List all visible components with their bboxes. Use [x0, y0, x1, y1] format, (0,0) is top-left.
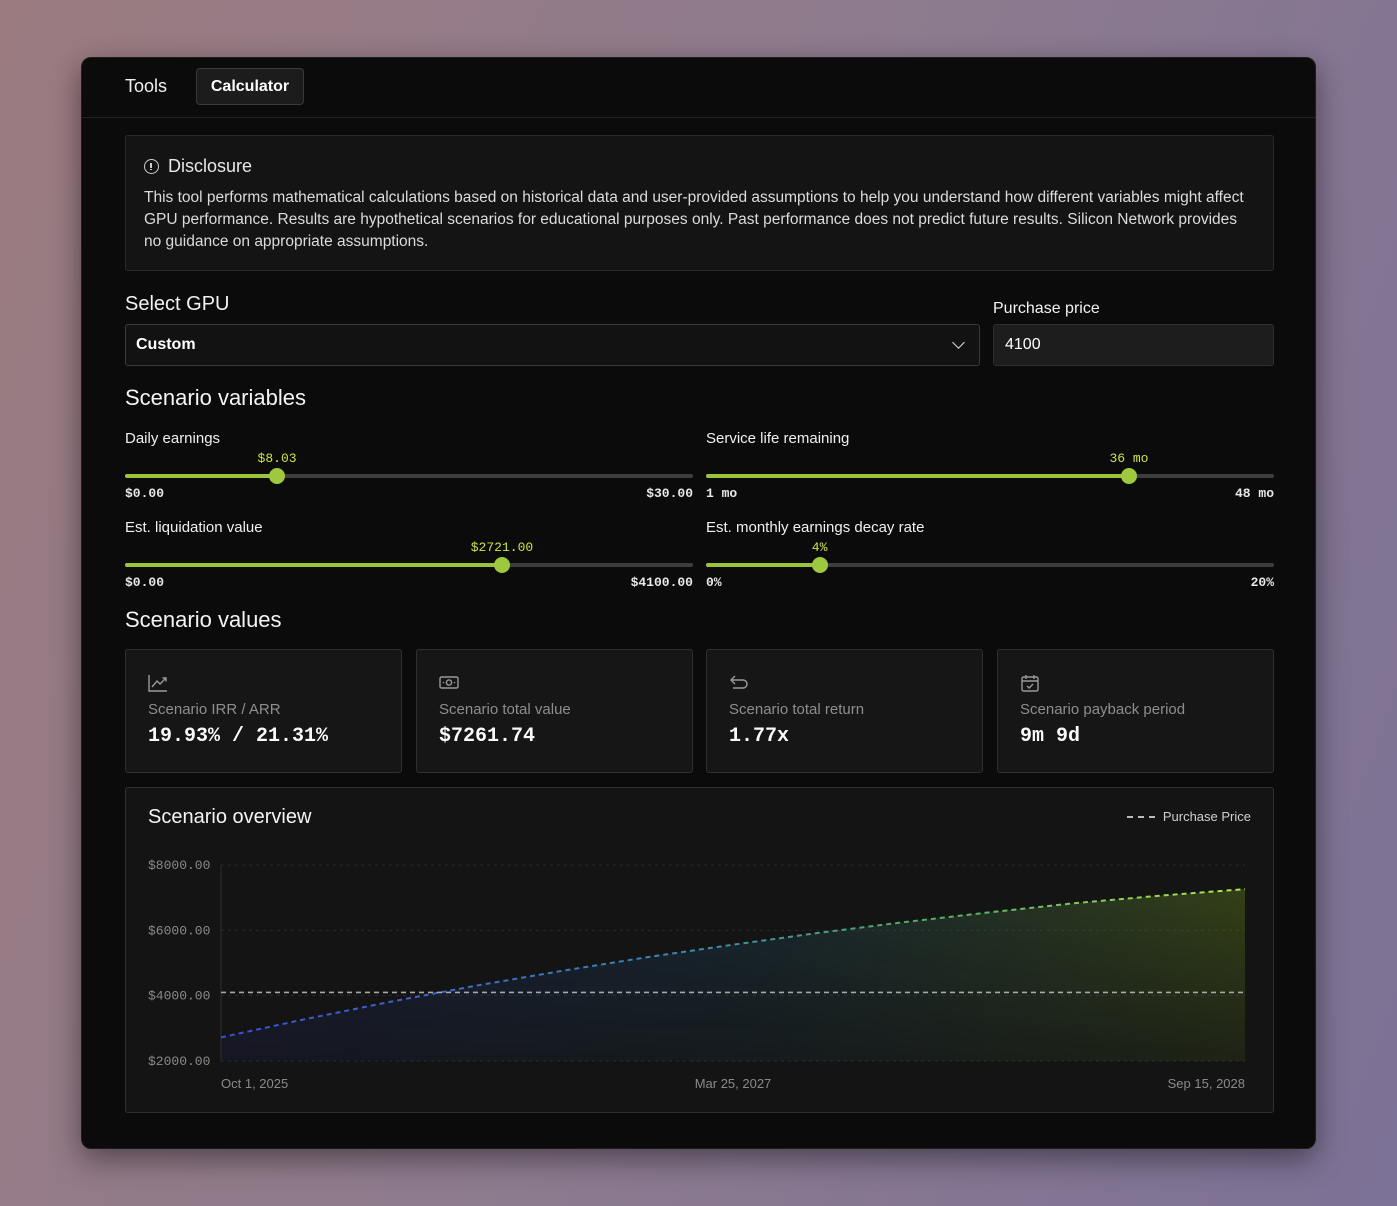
trend-chart-icon — [148, 675, 167, 692]
nav-calculator-tab[interactable]: Calculator — [196, 68, 304, 105]
slider-fill — [706, 474, 1129, 478]
slider-min: 1 mo — [706, 486, 738, 501]
slider-track[interactable] — [706, 468, 1274, 484]
y-tick-label: $8000.00 — [148, 858, 210, 873]
slider-track[interactable] — [706, 557, 1274, 573]
card-label: Scenario total value — [439, 701, 571, 718]
slider-label: Service life remaining — [706, 430, 850, 447]
calendar-check-icon — [1021, 675, 1039, 692]
daily-earnings-slider[interactable]: Daily earnings $8.03 $0.00 $30.00 — [125, 430, 693, 510]
card-label: Scenario payback period — [1020, 701, 1186, 718]
slider-value: $2721.00 — [470, 540, 534, 555]
cash-icon — [439, 676, 459, 689]
slider-label: Daily earnings — [125, 430, 221, 447]
gpu-select[interactable]: Custom — [125, 324, 980, 366]
x-tick-label: Sep 15, 2028 — [1168, 1076, 1245, 1091]
scenario-overview-chart: Scenario overview Purchase Price $2000.0… — [125, 787, 1274, 1113]
total-value-card: Scenario total value $7261.74 — [416, 649, 693, 773]
slider-value: $8.03 — [257, 451, 297, 466]
y-tick-label: $2000.00 — [148, 1054, 210, 1069]
slider-thumb[interactable] — [493, 557, 510, 573]
payback-period-card: Scenario payback period 9m 9d — [997, 649, 1274, 773]
gpu-select-value: Custom — [136, 336, 196, 353]
slider-label: Est. liquidation value — [125, 519, 263, 536]
slider-track[interactable] — [125, 557, 693, 573]
scenario-variables-heading: Scenario variables — [125, 385, 306, 410]
slider-value: 36 mo — [1109, 451, 1149, 466]
card-value: 1.77x — [729, 725, 790, 748]
value-line — [220, 888, 1246, 1039]
chart-svg: $2000.00 $4000.00 $6000.00 $8000.00 Oct 1, 2… — [148, 858, 1246, 1091]
y-tick-label: $6000.00 — [148, 923, 210, 938]
legend-dash-swatch — [1126, 815, 1155, 818]
chevron-down-icon — [952, 336, 965, 349]
value-area — [221, 889, 1245, 1061]
slider-fill — [125, 563, 502, 567]
irr-card: Scenario IRR / ARR 19.93% / 21.31% — [125, 649, 402, 773]
slider-fill — [706, 563, 820, 567]
slider-thumb[interactable] — [1120, 468, 1137, 484]
slider-fill — [125, 474, 278, 478]
card-value: 19.93% / 21.31% — [148, 725, 329, 748]
scenario-values-heading: Scenario values — [125, 607, 282, 632]
service-life-slider[interactable]: Service life remaining 36 mo 1 mo 48 mo — [706, 430, 1274, 510]
legend-label: Purchase Price — [1162, 809, 1251, 824]
slider-max: 48 mo — [1234, 486, 1274, 501]
slider-thumb[interactable] — [811, 557, 828, 573]
select-gpu-label: Select GPU — [125, 293, 230, 315]
slider-track[interactable] — [125, 468, 693, 484]
slider-max: 20% — [1250, 575, 1274, 590]
slider-max: $30.00 — [646, 486, 693, 501]
return-arrow-icon — [730, 675, 748, 689]
disclosure-title: Disclosure — [168, 156, 253, 176]
card-label: Scenario total return — [729, 701, 865, 718]
card-value: 9m 9d — [1020, 725, 1081, 748]
slider-label: Est. monthly earnings decay rate — [706, 519, 925, 536]
chart-title: Scenario overview — [148, 806, 312, 828]
slider-max: $4100.00 — [630, 575, 693, 590]
slider-min: 0% — [706, 575, 722, 590]
slider-thumb[interactable] — [269, 468, 286, 484]
card-value: $7261.74 — [439, 725, 536, 748]
decay-rate-slider[interactable]: Est. monthly earnings decay rate 4% 0% 2… — [706, 519, 1274, 599]
purchase-price-label: Purchase price — [993, 300, 1100, 317]
disclosure-panel: Disclosure This tool performs mathematic… — [125, 135, 1274, 271]
y-tick-label: $4000.00 — [148, 989, 210, 1004]
x-tick-label: Mar 25, 2027 — [695, 1076, 772, 1091]
slider-min: $0.00 — [125, 575, 165, 590]
total-return-card: Scenario total return 1.77x — [706, 649, 983, 773]
nav-tools-link[interactable]: Tools — [125, 76, 168, 96]
card-label: Scenario IRR / ARR — [148, 701, 281, 718]
slider-value: 4% — [811, 540, 828, 555]
x-tick-label: Oct 1, 2025 — [221, 1076, 288, 1091]
slider-min: $0.00 — [125, 486, 165, 501]
top-nav: Tools Calculator — [82, 58, 1315, 118]
info-icon — [144, 159, 159, 174]
chart-legend: Purchase Price — [1126, 809, 1251, 824]
app-window: Tools Calculator Disclosure This tool pe… — [81, 57, 1316, 1149]
disclosure-text: This tool performs mathematical calculat… — [144, 189, 1244, 250]
purchase-price-input[interactable] — [993, 324, 1274, 366]
liquidation-value-slider[interactable]: Est. liquidation value $2721.00 $0.00 $4… — [125, 519, 693, 599]
